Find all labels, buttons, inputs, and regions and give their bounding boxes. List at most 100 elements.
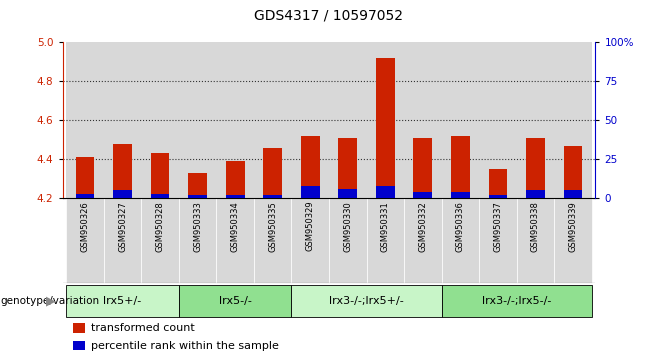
Bar (413, 192, 432, 198)
Bar (329, 198, 367, 283)
Bar (113, 144, 132, 198)
Bar (451, 136, 470, 198)
Bar (526, 190, 545, 198)
Bar (367, 42, 404, 198)
Bar (151, 194, 170, 198)
Bar (263, 148, 282, 198)
Bar (151, 154, 170, 198)
Text: GSM950331: GSM950331 (381, 201, 390, 252)
Bar (488, 169, 507, 198)
Bar (254, 42, 291, 198)
Bar (216, 198, 254, 283)
Bar (76, 194, 94, 198)
Bar (226, 161, 245, 198)
Text: GSM950333: GSM950333 (193, 201, 202, 252)
Bar (488, 195, 507, 198)
Bar (113, 144, 132, 198)
Bar (526, 138, 545, 198)
Bar (301, 186, 320, 198)
Bar (301, 186, 320, 198)
Bar (263, 148, 282, 198)
Bar (338, 189, 357, 198)
Bar (442, 285, 592, 317)
Bar (451, 136, 470, 198)
Bar (226, 161, 245, 198)
Text: transformed count: transformed count (91, 323, 195, 333)
Bar (291, 42, 329, 198)
Bar (338, 189, 357, 198)
Bar (104, 42, 141, 198)
Bar (188, 173, 207, 198)
Bar (76, 157, 94, 198)
Bar (263, 195, 282, 198)
Bar (413, 138, 432, 198)
Text: GSM950328: GSM950328 (155, 201, 164, 252)
Bar (104, 198, 141, 283)
Bar (338, 138, 357, 198)
Bar (376, 186, 395, 198)
Text: GSM950329: GSM950329 (306, 201, 315, 251)
Bar (151, 194, 170, 198)
Bar (73, 323, 85, 333)
Bar (263, 195, 282, 198)
Bar (301, 136, 320, 198)
Bar (376, 58, 395, 198)
Bar (301, 136, 320, 198)
Bar (564, 190, 582, 198)
Bar (442, 198, 479, 283)
Bar (554, 198, 592, 283)
Text: GSM950338: GSM950338 (531, 201, 540, 252)
Bar (526, 138, 545, 198)
Text: lrx5-/-: lrx5-/- (218, 296, 251, 306)
Text: lrx5+/-: lrx5+/- (103, 296, 141, 306)
Text: GSM950330: GSM950330 (343, 201, 352, 252)
Text: GSM950335: GSM950335 (268, 201, 277, 252)
Bar (291, 198, 329, 283)
Text: GSM950327: GSM950327 (118, 201, 127, 252)
Bar (113, 190, 132, 198)
Bar (488, 169, 507, 198)
Bar (329, 42, 367, 198)
Text: lrx3-/-;lrx5+/-: lrx3-/-;lrx5+/- (329, 296, 404, 306)
Bar (526, 190, 545, 198)
Text: GDS4317 / 10597052: GDS4317 / 10597052 (255, 9, 403, 23)
Bar (226, 195, 245, 198)
Bar (376, 58, 395, 198)
Bar (66, 198, 104, 283)
Bar (151, 154, 170, 198)
Bar (376, 186, 395, 198)
Text: genotype/variation: genotype/variation (1, 296, 100, 306)
Bar (66, 42, 104, 198)
Bar (73, 341, 85, 350)
Bar (141, 42, 179, 198)
Bar (413, 138, 432, 198)
Bar (338, 138, 357, 198)
Bar (291, 285, 442, 317)
Bar (76, 157, 94, 198)
Text: ▶: ▶ (46, 295, 56, 307)
Bar (479, 42, 517, 198)
Bar (451, 192, 470, 198)
Text: lrx3-/-;lrx5-/-: lrx3-/-;lrx5-/- (482, 296, 551, 306)
Bar (188, 173, 207, 198)
Bar (141, 198, 179, 283)
Bar (216, 42, 254, 198)
Bar (564, 190, 582, 198)
Text: GSM950332: GSM950332 (418, 201, 427, 252)
Bar (404, 198, 442, 283)
Bar (66, 285, 179, 317)
Bar (488, 195, 507, 198)
Text: GSM950339: GSM950339 (569, 201, 578, 252)
Bar (479, 198, 517, 283)
Bar (188, 195, 207, 198)
Bar (226, 195, 245, 198)
Bar (564, 146, 582, 198)
Bar (113, 190, 132, 198)
Bar (179, 42, 216, 198)
Bar (188, 195, 207, 198)
Bar (367, 198, 404, 283)
Bar (517, 198, 554, 283)
Text: GSM950334: GSM950334 (231, 201, 240, 252)
Bar (564, 146, 582, 198)
Bar (179, 198, 216, 283)
